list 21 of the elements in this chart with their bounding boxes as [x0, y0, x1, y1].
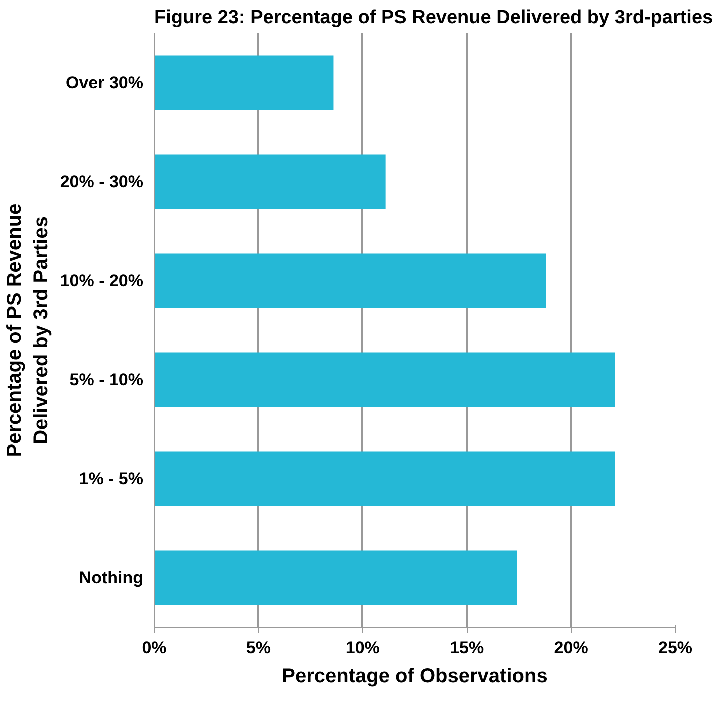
- bar: [154, 254, 546, 308]
- x-tick-label: 15%: [450, 638, 484, 658]
- chart-title: Figure 23: Percentage of PS Revenue Delivered by 3rd-parties: [154, 8, 714, 28]
- x-tick-label: 0%: [142, 638, 167, 658]
- bar: [154, 550, 518, 606]
- x-tick-label: 10%: [346, 638, 380, 658]
- y-tick-label: Nothing: [79, 568, 144, 588]
- x-tick-label: 5%: [246, 638, 271, 658]
- y-tick-label: Over 30%: [66, 74, 144, 92]
- bar: [154, 352, 616, 408]
- bar: [154, 154, 386, 210]
- x-tick-label: 25%: [658, 638, 693, 658]
- y-tick-label: 10% - 20%: [60, 272, 144, 290]
- x-axis-title: Percentage of Observations: [282, 666, 548, 688]
- bar: [154, 56, 334, 110]
- y-axis-title: Percentage of PS Revenue Delivered by 3rd Parties: [4, 204, 52, 458]
- y-tick-label: 5% - 10%: [70, 370, 144, 390]
- x-tick-label: 20%: [554, 638, 588, 658]
- bar: [154, 452, 616, 506]
- y-tick-label: 1% - 5%: [79, 470, 144, 488]
- y-tick-label: 20% - 30%: [60, 172, 144, 192]
